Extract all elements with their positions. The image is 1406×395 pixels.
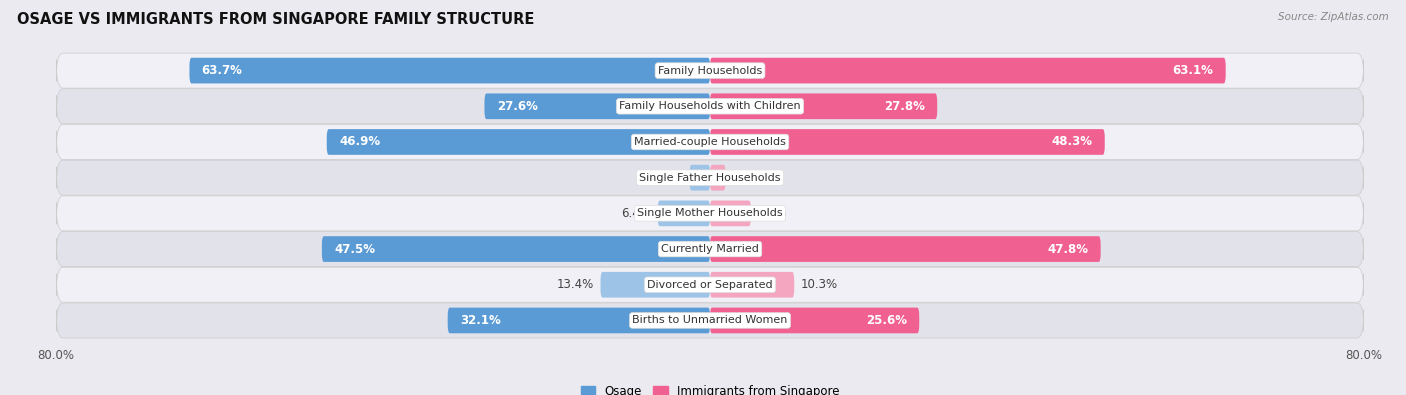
FancyBboxPatch shape xyxy=(710,165,725,190)
FancyBboxPatch shape xyxy=(326,129,710,155)
FancyBboxPatch shape xyxy=(447,308,710,333)
Text: 48.3%: 48.3% xyxy=(1052,135,1092,149)
Text: Married-couple Households: Married-couple Households xyxy=(634,137,786,147)
FancyBboxPatch shape xyxy=(56,160,1364,195)
Text: 32.1%: 32.1% xyxy=(460,314,501,327)
Text: 5.0%: 5.0% xyxy=(758,207,787,220)
Text: 63.1%: 63.1% xyxy=(1173,64,1213,77)
Text: 63.7%: 63.7% xyxy=(201,64,243,77)
Text: 27.6%: 27.6% xyxy=(496,100,537,113)
FancyBboxPatch shape xyxy=(56,231,1364,267)
FancyBboxPatch shape xyxy=(56,303,1364,338)
Text: 2.5%: 2.5% xyxy=(654,171,683,184)
Text: 25.6%: 25.6% xyxy=(866,314,907,327)
FancyBboxPatch shape xyxy=(56,89,1364,124)
Legend: Osage, Immigrants from Singapore: Osage, Immigrants from Singapore xyxy=(576,380,844,395)
FancyBboxPatch shape xyxy=(56,196,1364,231)
Text: OSAGE VS IMMIGRANTS FROM SINGAPORE FAMILY STRUCTURE: OSAGE VS IMMIGRANTS FROM SINGAPORE FAMIL… xyxy=(17,12,534,27)
FancyBboxPatch shape xyxy=(710,308,920,333)
FancyBboxPatch shape xyxy=(710,58,1226,83)
FancyBboxPatch shape xyxy=(710,236,1101,262)
FancyBboxPatch shape xyxy=(56,124,1364,160)
Text: 6.4%: 6.4% xyxy=(621,207,651,220)
Text: Single Father Households: Single Father Households xyxy=(640,173,780,182)
Text: Single Mother Households: Single Mother Households xyxy=(637,209,783,218)
Text: 13.4%: 13.4% xyxy=(557,278,593,291)
Text: Family Households: Family Households xyxy=(658,66,762,75)
Text: 10.3%: 10.3% xyxy=(801,278,838,291)
FancyBboxPatch shape xyxy=(56,53,1364,88)
Text: 47.5%: 47.5% xyxy=(335,243,375,256)
Text: Source: ZipAtlas.com: Source: ZipAtlas.com xyxy=(1278,12,1389,22)
Text: 47.8%: 47.8% xyxy=(1047,243,1088,256)
FancyBboxPatch shape xyxy=(658,201,710,226)
Text: Currently Married: Currently Married xyxy=(661,244,759,254)
FancyBboxPatch shape xyxy=(710,272,794,297)
FancyBboxPatch shape xyxy=(56,267,1364,302)
FancyBboxPatch shape xyxy=(710,94,938,119)
Text: 46.9%: 46.9% xyxy=(339,135,380,149)
FancyBboxPatch shape xyxy=(485,94,710,119)
FancyBboxPatch shape xyxy=(322,236,710,262)
Text: Family Households with Children: Family Households with Children xyxy=(619,101,801,111)
Text: Births to Unmarried Women: Births to Unmarried Women xyxy=(633,316,787,325)
Text: 27.8%: 27.8% xyxy=(884,100,925,113)
Text: 1.9%: 1.9% xyxy=(733,171,762,184)
FancyBboxPatch shape xyxy=(190,58,710,83)
FancyBboxPatch shape xyxy=(710,201,751,226)
Text: Divorced or Separated: Divorced or Separated xyxy=(647,280,773,290)
FancyBboxPatch shape xyxy=(600,272,710,297)
FancyBboxPatch shape xyxy=(689,165,710,190)
FancyBboxPatch shape xyxy=(710,129,1105,155)
